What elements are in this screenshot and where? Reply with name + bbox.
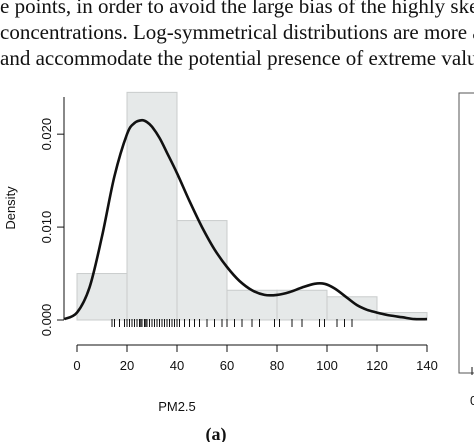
body-text-line-3: and accommodate the potential presence o… [0, 46, 474, 70]
figure-caption: (a) [206, 424, 227, 442]
x-tick-label-20: 20 [120, 358, 134, 373]
rug-marks [111, 319, 353, 327]
x-tick-label-40: 40 [170, 358, 184, 373]
neighbor-panel-tick-label: 0 [470, 393, 474, 408]
x-tick-label-0: 0 [73, 358, 80, 373]
x-axis-label: PM2.5 [158, 399, 196, 414]
x-tick-label-100: 100 [316, 358, 338, 373]
x-tick-label-60: 60 [220, 358, 234, 373]
neighbor-panel-frame [458, 92, 474, 374]
histogram-bar-2 [126, 91, 178, 321]
x-tick-label-120: 120 [366, 358, 388, 373]
y-axis-label: Density [3, 186, 18, 230]
density-curve [63, 118, 428, 321]
y-tick-label-1: 0.010 [39, 211, 54, 244]
axes: 0 20 40 60 80 100 120 140 0.000 0.010 0.020 [39, 97, 438, 373]
histogram-bar-1 [76, 273, 128, 321]
body-text-line-1: e points, in order to avoid the large bi… [0, 0, 474, 18]
x-tick-label-140: 140 [416, 358, 438, 373]
y-tick-label-2: 0.020 [39, 118, 54, 151]
histogram-bar-5 [276, 289, 328, 321]
x-tick-label-80: 80 [270, 358, 284, 373]
body-text-line-2: concentrations. Log-symmetrical distribu… [0, 20, 474, 44]
y-tick-label-0: 0.000 [39, 304, 54, 337]
histogram-bar-3 [176, 220, 228, 321]
